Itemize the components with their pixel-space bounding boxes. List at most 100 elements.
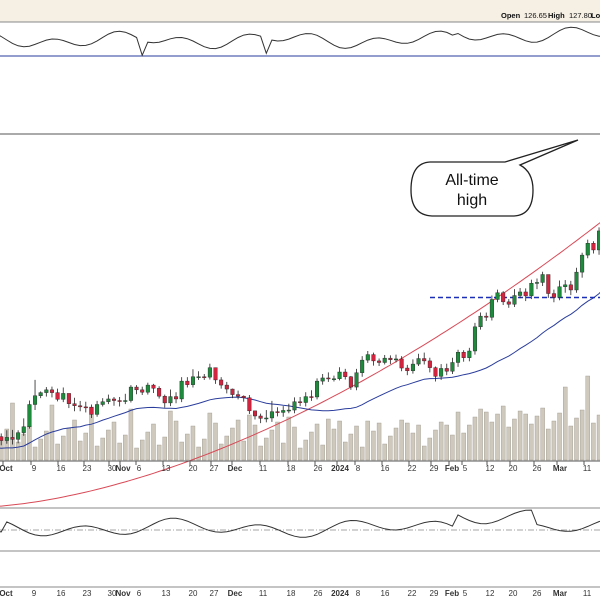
volume-bar: [156, 444, 162, 461]
candle: [190, 369, 195, 388]
open-label: Open: [501, 11, 521, 20]
candle: [224, 381, 229, 394]
x-axis-tick-label: 16: [381, 464, 390, 473]
candle: [523, 288, 528, 302]
candle: [179, 377, 184, 403]
x-axis-tick-label: 5: [463, 464, 468, 473]
candle: [591, 241, 596, 254]
volume-bar: [106, 429, 111, 461]
candle: [597, 227, 600, 255]
candle: [478, 312, 483, 330]
candle: [100, 398, 105, 407]
volume-bar: [568, 425, 574, 461]
volume-bar: [77, 440, 83, 461]
volume-bar: [207, 412, 213, 461]
candle: [456, 349, 461, 367]
candle: [377, 358, 382, 367]
candle: [106, 394, 111, 405]
x-axis-tick-label: 11: [259, 589, 268, 598]
x-axis-tick-label: 26: [314, 464, 323, 473]
candle: [157, 386, 162, 399]
candle: [196, 371, 201, 380]
candle: [371, 352, 376, 366]
candle: [540, 271, 545, 287]
x-axis-tick-label: 9: [32, 589, 37, 598]
volume-bar: [145, 431, 151, 461]
volume-bar: [506, 426, 511, 461]
candle: [416, 353, 421, 367]
volume-bar: [557, 412, 562, 461]
volume-bar: [173, 420, 179, 461]
candle: [444, 363, 449, 376]
candle: [207, 363, 212, 380]
candle: [21, 418, 26, 436]
volume-bar: [410, 432, 416, 461]
candle: [399, 356, 404, 372]
volume-bar: [190, 425, 196, 461]
x-axis-tick-label: 26: [533, 589, 542, 598]
volume-bar: [495, 413, 500, 461]
volume-bar: [331, 428, 337, 461]
x-axis-tick-label: 13: [162, 464, 171, 473]
x-axis-tick-label: Nov: [115, 464, 131, 473]
candle: [61, 387, 66, 403]
x-axis-tick-label: 27: [210, 464, 219, 473]
candle: [365, 351, 370, 363]
volume-bar: [585, 375, 590, 461]
candle: [292, 397, 297, 414]
candle: [111, 396, 116, 406]
candle: [512, 289, 517, 308]
candle: [49, 386, 54, 398]
x-axis-tick-label: Mar: [553, 464, 567, 473]
x-axis-tick-label: 23: [83, 464, 92, 473]
x-axis-tick-label: 16: [381, 589, 390, 598]
x-axis-tick-label: 26: [533, 464, 542, 473]
x-axis-tick-label: 13: [162, 589, 171, 598]
volume-bar: [134, 447, 139, 461]
candle: [33, 379, 38, 411]
x-axis-tick-label: 30: [108, 464, 117, 473]
candle: [546, 274, 551, 298]
candle: [281, 406, 286, 417]
volume-bar: [320, 444, 325, 461]
volume-bar: [337, 420, 342, 461]
low-label: Lo: [591, 11, 600, 20]
x-axis-tick-label: Oct: [0, 464, 13, 473]
x-axis-tick-label: 6: [137, 464, 142, 473]
x-axis-tick-label: 26: [314, 589, 323, 598]
candle: [535, 278, 540, 290]
volume-bar: [399, 419, 404, 461]
candle: [134, 385, 139, 395]
volume-bar: [281, 442, 286, 461]
x-axis-tick-label: Feb: [445, 464, 459, 473]
candle: [117, 396, 122, 407]
candle: [461, 350, 466, 362]
candle: [439, 364, 444, 380]
volume-bar: [94, 445, 100, 461]
volume-bar: [444, 424, 449, 461]
x-axis-tick-label: 6: [137, 589, 142, 598]
candle: [568, 280, 573, 296]
x-axis-tick-label: 11: [583, 589, 592, 598]
volume-bar: [275, 421, 280, 461]
candle: [16, 430, 21, 444]
volume-bar: [359, 446, 365, 461]
volume-bar: [269, 429, 275, 461]
candle: [38, 391, 43, 399]
volume-bar: [354, 425, 359, 461]
volume-bar: [241, 440, 246, 461]
volume-bar: [467, 424, 472, 461]
volume-bar: [529, 423, 534, 461]
volume-bar: [286, 416, 292, 461]
candle: [495, 289, 500, 303]
candle: [574, 267, 579, 293]
volume-bar: [512, 418, 517, 461]
volume-bar: [44, 430, 49, 461]
top-oscillator-line: [0, 26, 600, 57]
candle: [331, 375, 336, 382]
volume-bar: [100, 437, 105, 461]
volume-bar: [489, 421, 495, 461]
